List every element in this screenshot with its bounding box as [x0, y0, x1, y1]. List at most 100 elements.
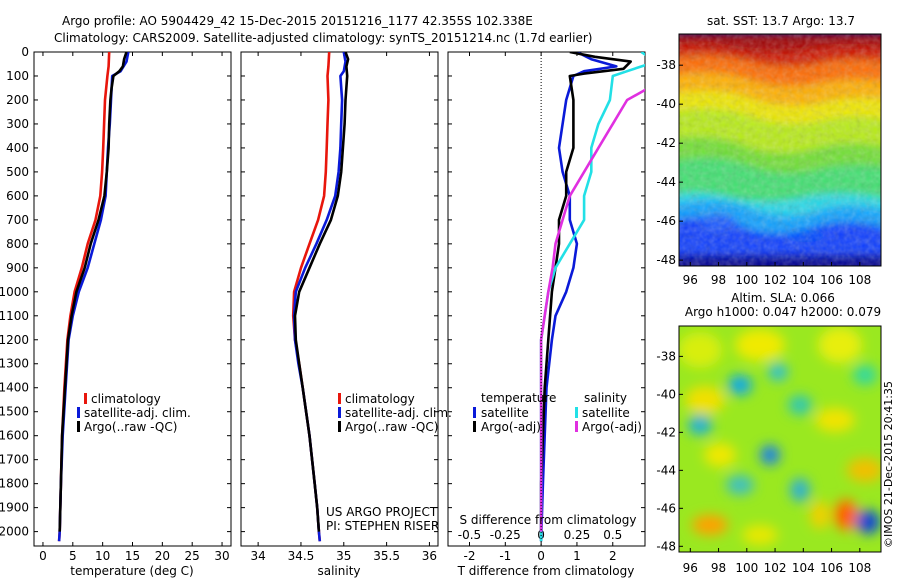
x-tick-label: 5	[69, 549, 77, 563]
x-tick-label: 36	[422, 549, 437, 563]
map-x-tick-label: 102	[764, 273, 787, 287]
map-x-tick-label: 104	[792, 561, 815, 575]
map-axis-ticks: 96 98 100 102 104 106 108 -38 -40 -42 -44 -46 -48 96 9…	[656, 58, 871, 575]
map-x-tick-label: 108	[848, 273, 871, 287]
depth-tick-label: 900	[6, 261, 29, 275]
legend-swatch-satellite	[338, 407, 341, 418]
map-y-tick-label: -46	[656, 501, 676, 515]
map-y-tick-label: -48	[656, 253, 676, 267]
sla-map-frame	[678, 325, 882, 553]
map-y-tick-label: -42	[656, 136, 676, 150]
depth-tick-label: 1700	[0, 453, 29, 467]
temperature-series-group	[57, 52, 130, 542]
sla-map-subtitle: Argo h1000: 0.047 h2000: 0.079	[685, 305, 881, 319]
depth-tick-label: 600	[6, 189, 29, 203]
depth-tick-label: 2000	[0, 525, 29, 539]
legend-swatch-t-argo	[473, 421, 476, 432]
depth-tick-label: 1100	[0, 309, 29, 323]
map-x-tick-label: 98	[711, 561, 726, 575]
credit-line-1: US ARGO PROJECT	[326, 505, 438, 519]
legend-swatch-satellite	[77, 407, 80, 418]
map-y-tick-label: -42	[656, 425, 676, 439]
map-y-tick-label: -40	[656, 97, 676, 111]
x-tick-label: 34	[250, 549, 265, 563]
x-tick-label: 1	[573, 549, 581, 563]
legend-swatch-argo	[77, 421, 80, 432]
legend-title-temperature: temperature	[481, 391, 556, 405]
profile-lines	[57, 52, 645, 542]
x-tick-label: 30	[214, 549, 229, 563]
temperature-line-argo-raw-qc-	[58, 52, 128, 532]
legend-label-s-argo: Argo(-adj)	[582, 420, 642, 434]
sst-map-frame	[678, 33, 882, 267]
depth-tick-label: 1300	[0, 357, 29, 371]
map-y-tick-label: -46	[656, 214, 676, 228]
x-tick-label: 0	[537, 549, 545, 563]
depth-tick-label: 500	[6, 165, 29, 179]
legend-swatch-s-satellite	[575, 407, 578, 418]
legend-label-climatology: climatology	[91, 392, 161, 406]
depth-tick-label: 300	[6, 117, 29, 131]
map-y-tick-label: -44	[656, 463, 676, 477]
salinity-series-group	[291, 52, 350, 542]
t-difference-axis-label: T difference from climatology	[457, 564, 635, 578]
depth-tick-label: 1900	[0, 501, 29, 515]
sst-heatmap	[679, 34, 881, 266]
map-x-tick-label: 104	[792, 273, 815, 287]
map-y-tick-label: -48	[656, 539, 676, 553]
map-y-tick-label: -44	[656, 175, 676, 189]
map-x-tick-label: 96	[683, 561, 698, 575]
legend-title-salinity: salinity	[584, 391, 627, 405]
depth-tick-label: 1200	[0, 333, 29, 347]
legend-label-satellite: satellite-adj. clim.	[84, 406, 191, 420]
x-tick-label: 35	[336, 549, 351, 563]
x-tick-label: 10	[95, 549, 110, 563]
depth-tick-label: 1000	[0, 285, 29, 299]
legend-label-t-argo: Argo(-adj)	[481, 420, 541, 434]
sla-map-title: Altim. SLA: 0.066	[731, 291, 835, 305]
depth-tick-label: 0	[21, 45, 29, 59]
depth-tick-label: 400	[6, 141, 29, 155]
x-tick-label: 0	[39, 549, 47, 563]
x-tick-label: 25	[185, 549, 200, 563]
map-x-tick-label: 102	[764, 561, 787, 575]
legend-swatch-argo	[338, 421, 341, 432]
difference-plot-frame	[447, 51, 646, 547]
salinity-legend: climatology satellite-adj. clim. Argo(..…	[338, 392, 452, 434]
axis-ticks: 0100200300400500600700800900100011001200…	[0, 45, 645, 563]
x-tick-label: -1	[499, 549, 511, 563]
map-x-tick-label: 108	[848, 561, 871, 575]
temperature-axis-label: temperature (deg C)	[70, 564, 193, 578]
map-y-tick-label: -40	[656, 387, 676, 401]
x-tick-label: 35.5	[373, 549, 400, 563]
legend-label-argo: Argo(..raw -QC)	[84, 420, 177, 434]
difference-line-salinity-satellite	[539, 52, 645, 542]
x-tick-label: 15	[125, 549, 140, 563]
x2-tick-label: 0.5	[603, 528, 622, 542]
header-line-1: Argo profile: AO 5904429_42 15-Dec-2015 …	[62, 14, 533, 28]
x-tick-label: 2	[609, 549, 617, 563]
map-x-tick-label: 100	[735, 273, 758, 287]
x2-tick-label: -0.25	[490, 528, 521, 542]
legend-label-s-satellite: satellite	[582, 406, 630, 420]
header-line-2: Climatology: CARS2009. Satellite-adjuste…	[54, 31, 592, 45]
depth-tick-label: 1400	[0, 381, 29, 395]
map-x-tick-label: 96	[683, 273, 698, 287]
depth-tick-label: 100	[6, 69, 29, 83]
x2-tick-label: 0.25	[564, 528, 591, 542]
legend-label-argo: Argo(..raw -QC)	[345, 420, 438, 434]
difference-line-salinity-argo-adj-	[539, 88, 645, 532]
temperature-line-climatology	[57, 52, 111, 542]
map-x-tick-label: 106	[820, 561, 843, 575]
x2-tick-label: -0.5	[458, 528, 481, 542]
legend-swatch-climatology	[338, 393, 341, 404]
difference-line-temperature-satellite	[539, 52, 618, 542]
sla-heatmap	[679, 326, 881, 552]
depth-tick-label: 1500	[0, 405, 29, 419]
x-tick-label: -2	[464, 549, 476, 563]
temperature-line-satellite-adj-clim-	[57, 52, 130, 542]
legend-swatch-s-argo	[575, 421, 578, 432]
x-tick-label: 20	[155, 549, 170, 563]
depth-tick-label: 800	[6, 237, 29, 251]
